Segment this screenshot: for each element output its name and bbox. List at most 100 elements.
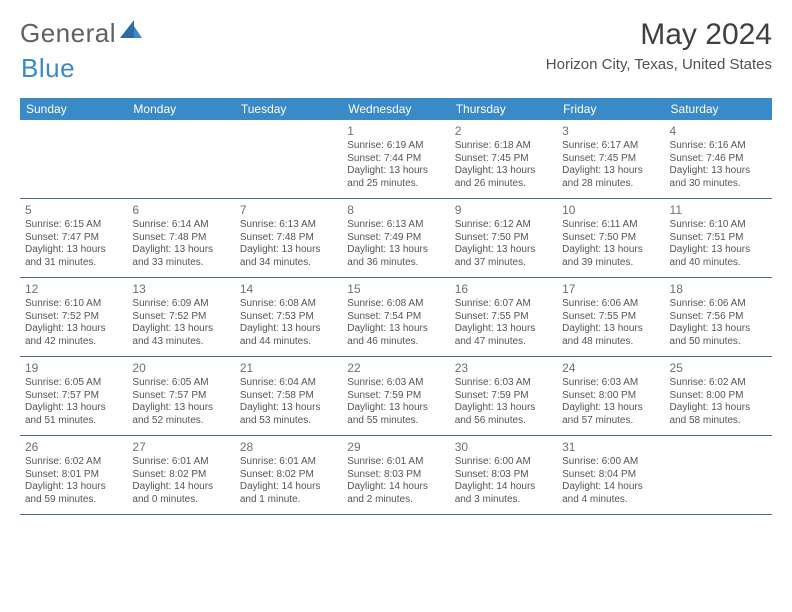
sunrise-text: Sunrise: 6:15 AM (25, 219, 122, 232)
daylight-text: Daylight: 13 hours and 26 minutes. (455, 165, 552, 190)
day-number: 28 (240, 440, 337, 454)
calendar-day-cell: 10Sunrise: 6:11 AMSunset: 7:50 PMDayligh… (557, 199, 664, 277)
sunset-text: Sunset: 7:45 PM (562, 153, 659, 166)
logo-sail-icon (120, 20, 142, 40)
sunset-text: Sunset: 8:01 PM (25, 469, 122, 482)
day-number: 16 (455, 282, 552, 296)
daylight-text: Daylight: 13 hours and 58 minutes. (670, 402, 767, 427)
sunrise-text: Sunrise: 6:14 AM (132, 219, 229, 232)
sunrise-text: Sunrise: 6:11 AM (562, 219, 659, 232)
calendar-day-cell: 1Sunrise: 6:19 AMSunset: 7:44 PMDaylight… (342, 120, 449, 198)
day-number: 14 (240, 282, 337, 296)
sunset-text: Sunset: 7:52 PM (25, 311, 122, 324)
sunset-text: Sunset: 8:02 PM (132, 469, 229, 482)
calendar-day-cell: 14Sunrise: 6:08 AMSunset: 7:53 PMDayligh… (235, 278, 342, 356)
day-header: Sunday (20, 98, 127, 120)
sunrise-text: Sunrise: 6:01 AM (240, 456, 337, 469)
daylight-text: Daylight: 13 hours and 37 minutes. (455, 244, 552, 269)
sunrise-text: Sunrise: 6:02 AM (25, 456, 122, 469)
day-number: 26 (25, 440, 122, 454)
sunrise-text: Sunrise: 6:10 AM (670, 219, 767, 232)
daylight-text: Daylight: 13 hours and 28 minutes. (562, 165, 659, 190)
calendar-day-cell: 31Sunrise: 6:00 AMSunset: 8:04 PMDayligh… (557, 436, 664, 514)
calendar-day-cell (665, 436, 772, 514)
day-number: 22 (347, 361, 444, 375)
sunset-text: Sunset: 7:49 PM (347, 232, 444, 245)
daylight-text: Daylight: 13 hours and 39 minutes. (562, 244, 659, 269)
day-number: 15 (347, 282, 444, 296)
day-number: 20 (132, 361, 229, 375)
sunrise-text: Sunrise: 6:03 AM (562, 377, 659, 390)
sunset-text: Sunset: 7:57 PM (132, 390, 229, 403)
daylight-text: Daylight: 13 hours and 43 minutes. (132, 323, 229, 348)
calendar-day-cell: 15Sunrise: 6:08 AMSunset: 7:54 PMDayligh… (342, 278, 449, 356)
sunset-text: Sunset: 7:48 PM (132, 232, 229, 245)
daylight-text: Daylight: 13 hours and 51 minutes. (25, 402, 122, 427)
sunset-text: Sunset: 7:59 PM (347, 390, 444, 403)
day-number: 11 (670, 203, 767, 217)
day-number: 10 (562, 203, 659, 217)
calendar-day-cell: 4Sunrise: 6:16 AMSunset: 7:46 PMDaylight… (665, 120, 772, 198)
day-header: Monday (127, 98, 234, 120)
sunrise-text: Sunrise: 6:02 AM (670, 377, 767, 390)
daylight-text: Daylight: 13 hours and 50 minutes. (670, 323, 767, 348)
day-number: 2 (455, 124, 552, 138)
calendar-day-cell: 3 Sunrise: 6:17 AMSunset: 7:45 PMDaylight… (557, 120, 664, 198)
day-number: 24 (562, 361, 659, 375)
sunset-text: Sunset: 7:56 PM (670, 311, 767, 324)
daylight-text: Daylight: 13 hours and 34 minutes. (240, 244, 337, 269)
daylight-text: Daylight: 13 hours and 55 minutes. (347, 402, 444, 427)
daylight-text: Daylight: 13 hours and 31 minutes. (25, 244, 122, 269)
sunrise-text: Sunrise: 6:17 AM (562, 140, 659, 153)
location-subtitle: Horizon City, Texas, United States (546, 56, 772, 73)
sunrise-text: Sunrise: 6:06 AM (670, 298, 767, 311)
sunrise-text: Sunrise: 6:08 AM (347, 298, 444, 311)
sunset-text: Sunset: 7:55 PM (455, 311, 552, 324)
calendar-day-cell (20, 120, 127, 198)
sunrise-text: Sunrise: 6:03 AM (455, 377, 552, 390)
sunset-text: Sunset: 7:45 PM (455, 153, 552, 166)
sunrise-text: Sunrise: 6:00 AM (455, 456, 552, 469)
day-number: 9 (455, 203, 552, 217)
calendar-day-cell: 5Sunrise: 6:15 AMSunset: 7:47 PMDaylight… (20, 199, 127, 277)
calendar-day-cell: 16Sunrise: 6:07 AMSunset: 7:55 PMDayligh… (450, 278, 557, 356)
calendar-day-cell: 30Sunrise: 6:00 AMSunset: 8:03 PMDayligh… (450, 436, 557, 514)
sunrise-text: Sunrise: 6:08 AM (240, 298, 337, 311)
day-number: 13 (132, 282, 229, 296)
sunset-text: Sunset: 7:48 PM (240, 232, 337, 245)
daylight-text: Daylight: 13 hours and 36 minutes. (347, 244, 444, 269)
sunrise-text: Sunrise: 6:19 AM (347, 140, 444, 153)
day-number: 30 (455, 440, 552, 454)
sunset-text: Sunset: 7:44 PM (347, 153, 444, 166)
sunset-text: Sunset: 7:57 PM (25, 390, 122, 403)
day-number: 3 (562, 124, 659, 138)
calendar-day-cell: 6Sunrise: 6:14 AMSunset: 7:48 PMDaylight… (127, 199, 234, 277)
day-number: 25 (670, 361, 767, 375)
calendar-week-row: 5Sunrise: 6:15 AMSunset: 7:47 PMDaylight… (20, 199, 772, 278)
calendar-week-row: 1Sunrise: 6:19 AMSunset: 7:44 PMDaylight… (20, 120, 772, 199)
calendar-day-cell: 12Sunrise: 6:10 AMSunset: 7:52 PMDayligh… (20, 278, 127, 356)
brand-logo: General (20, 18, 142, 49)
calendar-day-cell: 27Sunrise: 6:01 AMSunset: 8:02 PMDayligh… (127, 436, 234, 514)
sunset-text: Sunset: 7:52 PM (132, 311, 229, 324)
calendar-day-cell: 17Sunrise: 6:06 AMSunset: 7:55 PMDayligh… (557, 278, 664, 356)
day-number: 4 (670, 124, 767, 138)
sunrise-text: Sunrise: 6:04 AM (240, 377, 337, 390)
sunrise-text: Sunrise: 6:01 AM (347, 456, 444, 469)
sunrise-text: Sunrise: 6:13 AM (347, 219, 444, 232)
calendar-week-row: 26 Sunrise: 6:02 AMSunset: 8:01 PMDayligh… (20, 436, 772, 515)
daylight-text: Daylight: 13 hours and 44 minutes. (240, 323, 337, 348)
daylight-text: Daylight: 13 hours and 53 minutes. (240, 402, 337, 427)
calendar-header-row: Sunday Monday Tuesday Wednesday Thursday… (20, 98, 772, 120)
daylight-text: Daylight: 13 hours and 30 minutes. (670, 165, 767, 190)
calendar-day-cell: 18Sunrise: 6:06 AMSunset: 7:56 PMDayligh… (665, 278, 772, 356)
day-number: 12 (25, 282, 122, 296)
sunset-text: Sunset: 7:47 PM (25, 232, 122, 245)
daylight-text: Daylight: 13 hours and 46 minutes. (347, 323, 444, 348)
day-number: 17 (562, 282, 659, 296)
day-number: 23 (455, 361, 552, 375)
day-header: Wednesday (342, 98, 449, 120)
daylight-text: Daylight: 13 hours and 59 minutes. (25, 481, 122, 506)
day-number: 19 (25, 361, 122, 375)
calendar-day-cell: 28Sunrise: 6:01 AMSunset: 8:02 PMDayligh… (235, 436, 342, 514)
